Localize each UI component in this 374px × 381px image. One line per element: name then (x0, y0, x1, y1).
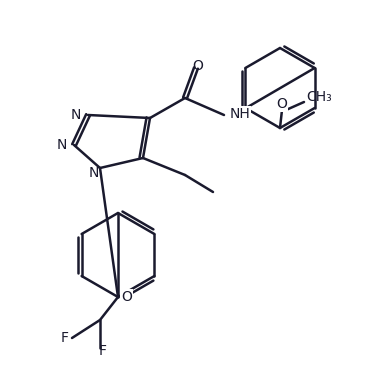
Text: F: F (61, 331, 69, 345)
Text: O: O (276, 97, 288, 111)
Text: N: N (56, 138, 67, 152)
Text: O: O (121, 290, 132, 304)
Text: CH₃: CH₃ (306, 90, 332, 104)
Text: N: N (71, 108, 81, 122)
Text: O: O (193, 59, 203, 73)
Text: NH: NH (230, 107, 251, 121)
Text: N: N (89, 166, 99, 180)
Text: F: F (99, 344, 107, 358)
